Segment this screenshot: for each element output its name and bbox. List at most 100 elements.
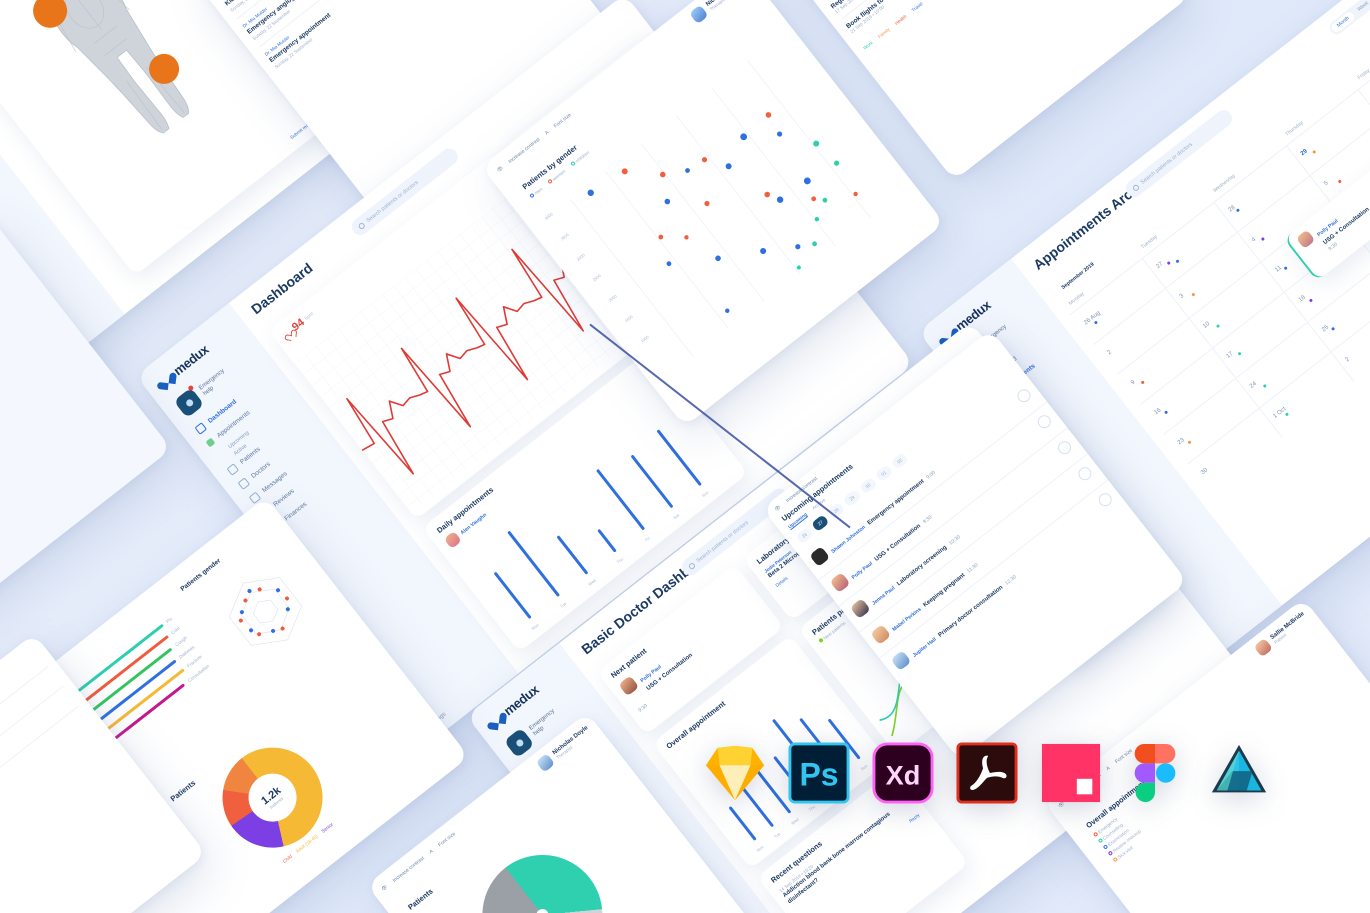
svg-text:Ps: Ps [799, 757, 838, 793]
diagnosis-category: Fracture [186, 653, 203, 669]
y-tick: 1500 [623, 313, 634, 324]
y-tick: 2500 [591, 272, 602, 283]
eye-icon: 👁 [496, 165, 505, 174]
grid-icon [194, 422, 208, 435]
day-number: 16 [1153, 407, 1163, 417]
screen-analytics-left[interactable]: Confirmed diagnoses 944 of 964Flu 648 of… [0, 496, 470, 913]
bpm-unit: bpm [303, 311, 316, 322]
sketch-icon [705, 745, 765, 801]
avatar [870, 624, 892, 646]
heart-logo-icon [156, 370, 175, 389]
card-patients-by-gender[interactable]: Patients by gender men women children [507, 0, 931, 413]
sidebar-item-label: Reviews [272, 487, 296, 509]
avatar [535, 753, 556, 773]
font-size-label[interactable]: Font size [552, 112, 573, 130]
bar [728, 805, 757, 841]
appointment-patient: Jupiter Hall [911, 636, 938, 659]
acrobat-pdf-icon [956, 742, 1018, 804]
screen-patients-by-gender[interactable]: 👁 Increase contrast A Font size Nicholas… [481, 0, 945, 427]
day-number: 2 [1106, 349, 1113, 357]
bar [493, 571, 532, 620]
todo-tag[interactable]: Travel [910, 1, 924, 13]
avatar [849, 598, 871, 620]
date-chip[interactable]: 26 [795, 526, 814, 545]
day-number: 18 [1297, 294, 1307, 304]
call-icon[interactable] [1035, 412, 1054, 431]
stethoscope-icon [237, 477, 251, 490]
body-diagram[interactable] [0, 0, 239, 182]
avatar [443, 530, 462, 550]
font-size-icon: A [428, 848, 435, 856]
search-icon [1131, 183, 1140, 192]
affinity-designer-icon [1211, 744, 1267, 793]
axis-label: Mon [755, 844, 765, 853]
call-icon[interactable] [1055, 438, 1074, 457]
card-location-of-pain[interactable]: Location of pain Male [0, 0, 333, 276]
call-icon[interactable] [1014, 386, 1034, 405]
axis-label: Wed [587, 577, 597, 587]
card-patients-gender-radar[interactable]: Patients gender [168, 510, 357, 705]
sidebar-item-label: Finances [283, 500, 309, 523]
appointment-time: 9:00 [925, 469, 937, 481]
card-heartbeat[interactable]: 94 bpm [268, 152, 645, 520]
brand-name: medux [500, 681, 542, 719]
date-chip[interactable]: 30 [858, 476, 878, 495]
day-number: 25 [1321, 324, 1331, 334]
todo-label: Book flights to London meetup [845, 0, 1070, 30]
diagnosis-category: Flu [165, 616, 174, 625]
todo-tag[interactable]: Health [893, 13, 908, 26]
search-icon [357, 221, 366, 230]
day-number: 2 [1344, 356, 1351, 364]
font-size-label[interactable]: Font size [437, 831, 457, 849]
date-chip[interactable]: 02 [890, 452, 910, 471]
todo-tag[interactable]: Work [862, 40, 874, 51]
search-icon [687, 561, 696, 570]
date-chip[interactable]: 01 [874, 464, 894, 483]
date-chip-active[interactable]: 27 [811, 514, 830, 533]
appointment-time: 10:30 [948, 534, 962, 547]
photoshop-icon: Ps [788, 742, 850, 804]
appointment-time: 12:30 [1004, 574, 1018, 587]
scatter-chart [569, 60, 871, 357]
axis-label: Fri [643, 535, 651, 543]
invision-studio-icon [1041, 743, 1101, 803]
brand-name: medux [170, 341, 212, 379]
avatar [1253, 637, 1274, 658]
day-number: 4 [1250, 236, 1258, 244]
y-tick: 3500 [559, 231, 570, 242]
bar [595, 468, 646, 531]
users-icon [226, 463, 240, 476]
day-number: 26 Aug [1083, 310, 1102, 327]
increase-contrast-label[interactable]: Increase contrast [391, 855, 426, 884]
font-size-icon: A [543, 129, 551, 137]
call-icon[interactable] [1075, 464, 1095, 483]
y-tick: 3000 [575, 252, 586, 262]
screen-patient-dashboard[interactable]: medux Emergency help Dashboard Appointme… [0, 0, 474, 387]
screen-doctor-dashboard[interactable]: medux Emergency help Dashboard Appointme… [136, 0, 914, 747]
axis-label: Tue [772, 831, 782, 840]
adobe-xd-icon: Xd [872, 742, 934, 804]
day-number: 27 [1155, 261, 1165, 271]
bar [507, 530, 561, 597]
ecg-graph [294, 185, 640, 514]
calendar-view-tabs[interactable]: Month Week Day [1327, 0, 1370, 37]
avatar [688, 4, 709, 25]
heart-logo-icon [487, 710, 506, 729]
bar [597, 528, 617, 553]
y-tick: 2000 [607, 293, 618, 303]
radar-chart [228, 577, 303, 646]
day-number: 30 [1200, 467, 1210, 477]
todo-item[interactable]: Book flights to London meetup 21 Sep 201… [841, 0, 1076, 39]
day-number: 5 [1323, 180, 1330, 188]
bar [656, 429, 702, 487]
diagnosis-category: Diabetes [178, 644, 196, 660]
figma-icon [1134, 743, 1176, 803]
axis-label: Thu [615, 556, 625, 565]
appointment-patient: Polly Paul [850, 560, 875, 581]
todo-tag[interactable]: Family [876, 26, 891, 40]
sidebar-item-label: Doctors [250, 460, 272, 480]
bar [556, 535, 589, 575]
date-chip[interactable]: 29 [842, 489, 862, 508]
call-icon[interactable] [1096, 490, 1115, 509]
